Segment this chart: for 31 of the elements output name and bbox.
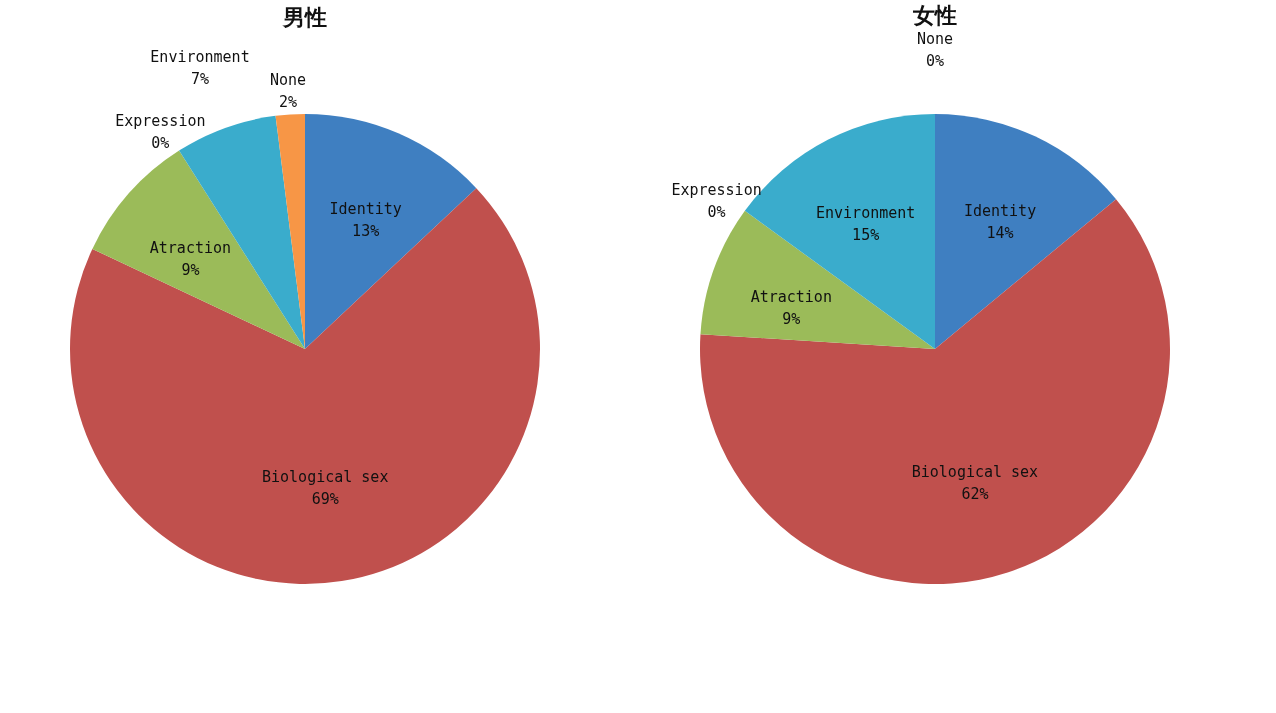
data-label: 9%	[181, 260, 200, 279]
category-label: None	[916, 30, 954, 48]
data-label: 14%	[986, 223, 1014, 242]
pie-slice	[935, 114, 1117, 349]
text: 0%	[151, 134, 170, 153]
pie-slice	[700, 199, 1170, 584]
data-label: 7%	[190, 70, 210, 89]
data-label: 13%	[352, 221, 380, 240]
slice-label: Atraction	[149, 238, 232, 257]
pie-slice	[92, 150, 305, 349]
slice-label: Biological sex	[262, 467, 389, 486]
category-label: Expression	[671, 181, 762, 200]
category-label: Expression	[115, 112, 206, 131]
slice-label: Environment	[815, 203, 916, 222]
slice-label: Atraction	[750, 288, 832, 307]
pie-slice	[70, 188, 540, 584]
text: 0%	[707, 203, 726, 222]
data-label: 15%	[852, 225, 880, 244]
slice-label: Biological sex	[911, 462, 1039, 481]
slice-label: None	[269, 70, 307, 89]
slice-label: Identity	[963, 201, 1037, 220]
chart-title: 男性	[282, 5, 327, 30]
slice-label: Identity	[329, 199, 402, 218]
pie-slice	[305, 114, 477, 349]
chart-title: 女性	[912, 3, 957, 28]
data-label: 9%	[782, 310, 801, 329]
data-label: 69%	[311, 489, 339, 508]
slice-label: Environment	[150, 48, 250, 67]
text: 0%	[925, 52, 945, 70]
data-label: 62%	[961, 484, 989, 503]
data-label: 2%	[279, 92, 298, 111]
